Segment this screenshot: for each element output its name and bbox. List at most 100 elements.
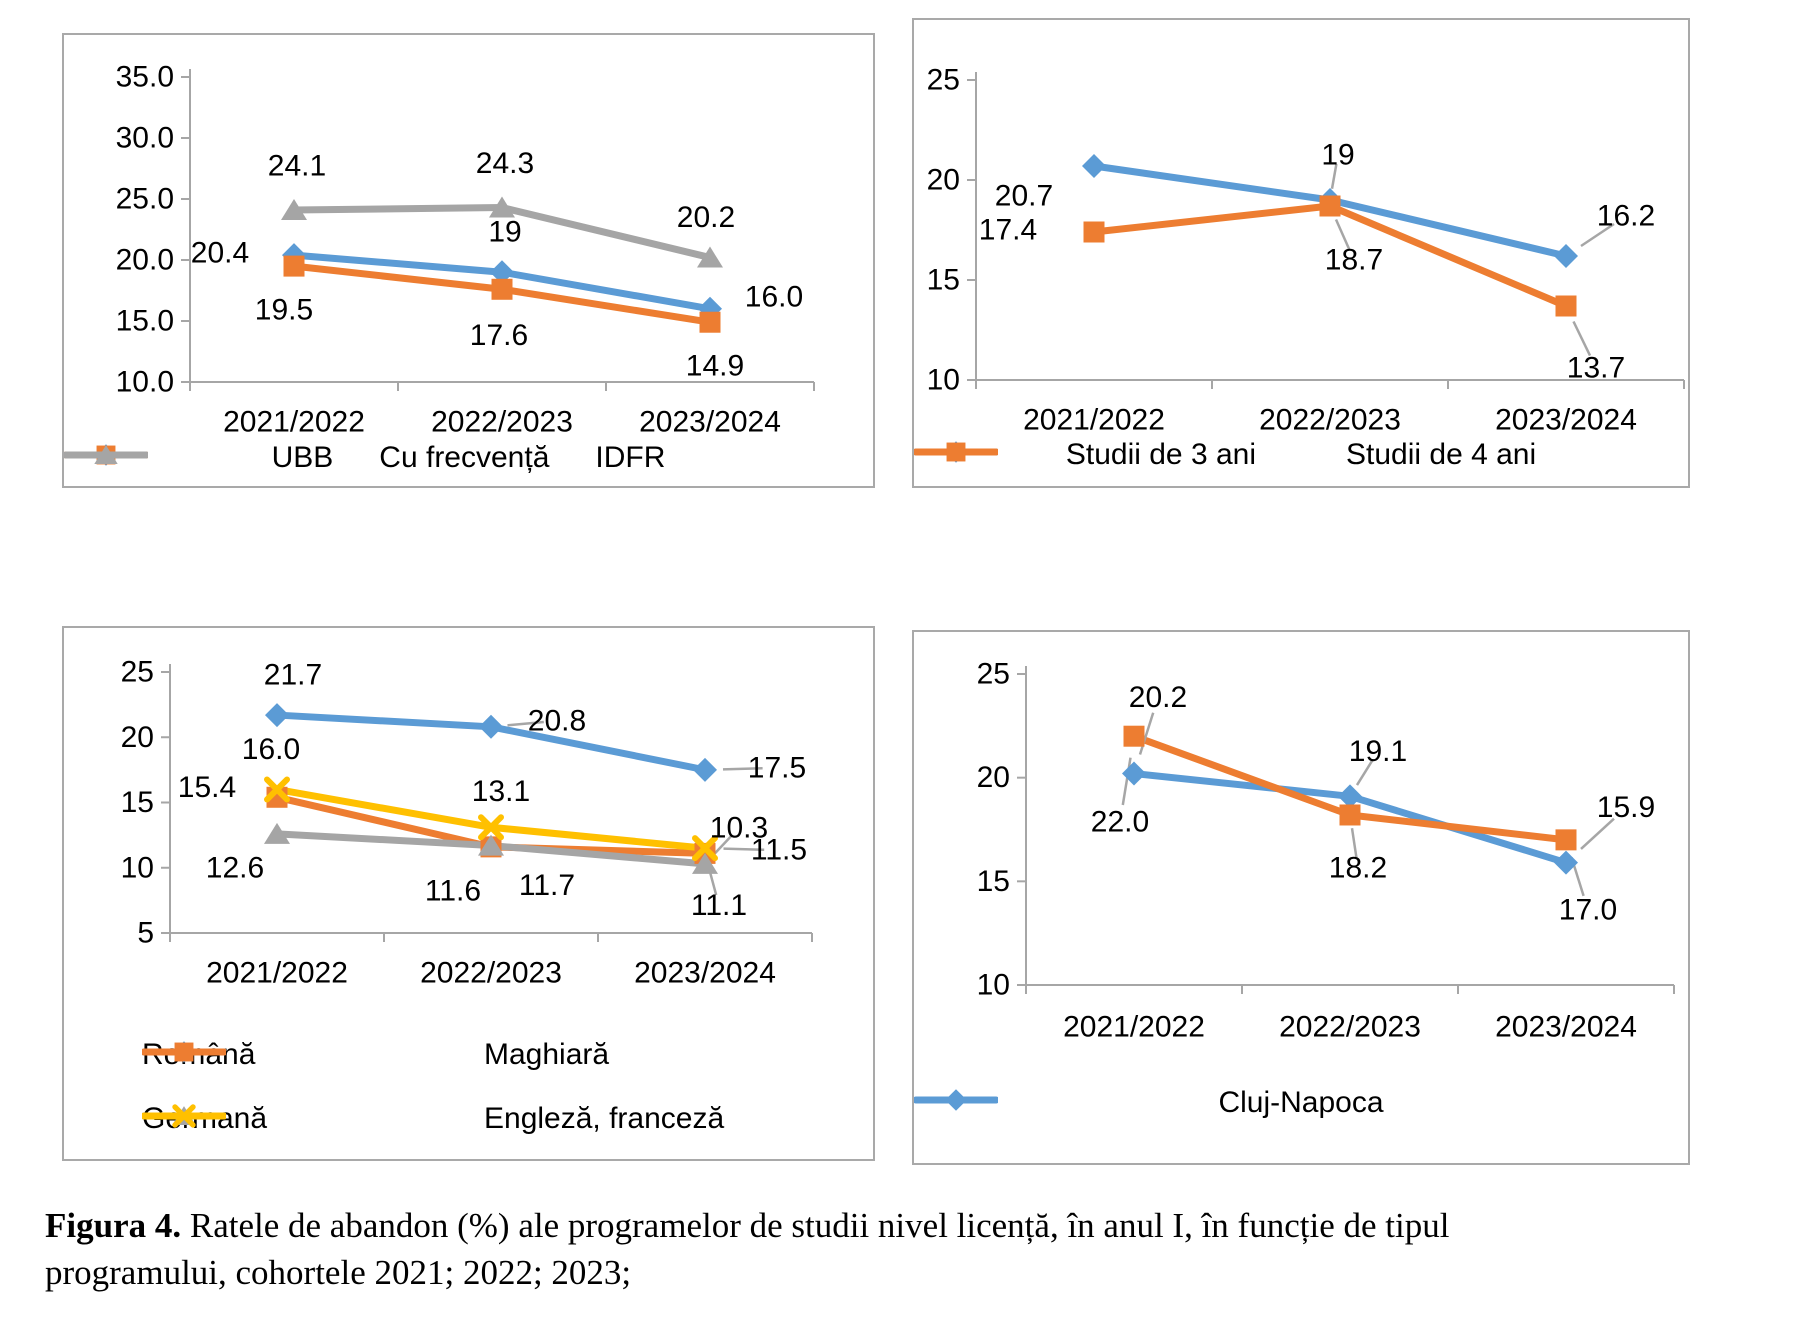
x-axis-category-label: 2023/2024 [1495, 1011, 1637, 1044]
legend-item-idfr: IDFR [64, 441, 665, 475]
data-label-german: 10.3 [710, 811, 768, 844]
legend-square-icon [142, 1042, 226, 1062]
diamond-data-point-marker [1554, 850, 1578, 875]
square-data-point-marker [1319, 195, 1341, 217]
y-axis-tick-label: 20 [977, 761, 1010, 794]
x-data-point-marker [264, 776, 290, 803]
legend-diamond-icon [914, 1089, 998, 1111]
legend-item-studii-de-3-ani: Studii de 3 ani [914, 438, 1256, 472]
legend-label: Cu frecvență [379, 441, 550, 474]
square-data-point-marker [1555, 295, 1577, 317]
data-label-studii-de-3-ani: 19 [1321, 139, 1354, 172]
data-label-studii-de-3-ani: 16.2 [1597, 200, 1655, 233]
legend-item-maghiar: Maghiară [142, 1038, 609, 1072]
x-axis-category-label: 2022/2023 [1279, 1011, 1421, 1044]
y-axis-tick-label: 10 [121, 851, 154, 884]
diamond-data-point-marker [479, 714, 503, 739]
diamond-data-point-marker [1338, 784, 1362, 809]
data-label-cu-frecven: 14.9 [686, 350, 744, 383]
triangle-data-point-marker [281, 198, 307, 220]
caption-line-2: programului, cohortele 2021; 2022; 2023; [45, 1253, 632, 1292]
legend-label: Engleză, franceză [484, 1102, 725, 1135]
legend-label: Studii de 4 ani [1346, 438, 1537, 471]
diamond-data-point-marker [265, 703, 289, 728]
y-axis-tick-label: 35.0 [116, 61, 174, 94]
legend-square-marker [946, 442, 966, 462]
legend-item-studii-de-4-ani: Studii de 4 ani [914, 438, 1537, 472]
chart-canvas-abandon-ubb-frecventa-idfr: 35.0 30.0 25.0 20.0 15.0 10.0 2021/2022 2022/20… [116, 61, 815, 439]
data-label-cluj-napoca: 19.1 [1349, 735, 1407, 768]
chart-legend-row-2: GermanăEngleză, franceză [142, 1102, 724, 1136]
x-axis-category-label: 2023/2024 [634, 957, 776, 990]
diamond-data-point-marker [693, 757, 717, 782]
triangle-data-point-marker [692, 852, 718, 874]
y-axis-tick-label: 25 [121, 656, 154, 689]
data-label-idfr: 20.2 [677, 201, 735, 234]
chart-canvas-abandon-cluj-napoca: 25 20 15 10 2021/2022 2022/2023 2023/2024 20.2 1… [977, 658, 1675, 1044]
legend-label: Cluj-Napoca [1218, 1086, 1384, 1119]
data-label-orange: 18.2 [1329, 851, 1387, 884]
square-data-point-marker [1083, 221, 1105, 243]
data-label-ubb: 20.4 [191, 237, 249, 270]
chart-legend: Studii de 3 ani Studii de 4 ani [914, 438, 1688, 472]
data-label-idfr: 24.3 [476, 147, 534, 180]
x-axis-category-label: 2021/2022 [223, 406, 365, 439]
data-label-cu-frecven: 19.5 [255, 294, 313, 327]
square-data-point-marker [699, 311, 721, 333]
data-label-german: 12.6 [206, 851, 264, 884]
x-axis-category-label: 2022/2023 [431, 406, 573, 439]
chart-panel-abandon-limba-predare: 25 20 15 10 5 2021/2022 2022/2023 2023/2024 21.7… [62, 626, 875, 1161]
diamond-data-point-marker [1082, 154, 1106, 178]
legend-item-cluj-napoca: Cluj-Napoca [914, 1086, 1384, 1120]
y-axis-tick-label: 20 [121, 721, 154, 754]
data-label-englez-francez: 16.0 [242, 733, 300, 766]
data-label-maghiar: 11.1 [691, 889, 747, 922]
legend-item-englez-francez: Engleză, franceză [142, 1102, 725, 1136]
y-axis-tick-label: 15 [977, 865, 1010, 898]
x-axis-category-label: 2023/2024 [1495, 404, 1637, 437]
data-label-englez-francez: 13.1 [472, 775, 530, 808]
legend-item-cu-frecven: Cu frecvență [64, 441, 550, 475]
y-axis-tick-label: 25 [977, 658, 1010, 691]
data-label-idfr: 24.1 [268, 149, 326, 182]
x-data-point-marker [692, 835, 718, 862]
y-axis-tick-label: 10.0 [116, 366, 174, 399]
data-label-orange: 17.0 [1559, 893, 1617, 926]
x-data-point-marker [478, 814, 504, 841]
x-axis-category-label: 2022/2023 [420, 957, 562, 990]
square-data-point-marker [1555, 829, 1577, 851]
data-label-cluj-napoca: 15.9 [1597, 791, 1655, 824]
square-data-point-marker [491, 278, 513, 300]
caption-figure-number: Figura 4. [45, 1206, 182, 1245]
x-axis-category-label: 2021/2022 [1063, 1011, 1205, 1044]
y-axis-tick-label: 25 [927, 64, 960, 97]
data-label-rom-n: 17.5 [748, 751, 806, 784]
square-data-point-marker [1123, 725, 1145, 747]
chart-canvas-abandon-limba-predare: 25 20 15 10 5 2021/2022 2022/2023 2023/2024 21.7… [121, 656, 813, 990]
triangle-data-point-marker [489, 196, 515, 218]
data-label-cu-frecven: 17.6 [470, 319, 528, 352]
triangle-data-point-marker [697, 246, 723, 268]
x-axis-category-label: 2021/2022 [206, 957, 348, 990]
data-label-ubb: 19 [488, 216, 521, 249]
y-axis-tick-label: 20.0 [116, 244, 174, 277]
data-label-rom-n: 20.8 [528, 704, 586, 737]
triangle-data-point-marker [264, 822, 290, 844]
chart-panel-abandon-ubb-frecventa-idfr: 35.0 30.0 25.0 20.0 15.0 10.0 2021/2022 2022/20… [62, 33, 875, 488]
legend-label: UBB [271, 441, 334, 474]
legend-item-ubb: UBB [64, 441, 334, 475]
figure-caption: Figura 4. Ratele de abandon (%) ale prog… [45, 1202, 1745, 1296]
data-label-studii-de-3-ani: 20.7 [995, 180, 1053, 213]
data-label-maghiar: 15.4 [178, 771, 236, 804]
data-label-orange: 22.0 [1091, 806, 1149, 839]
y-axis-tick-label: 25.0 [116, 183, 174, 216]
legend-square-icon [914, 442, 998, 462]
y-axis-tick-label: 15 [121, 786, 154, 819]
data-label-studii-de-4-ani: 17.4 [979, 214, 1037, 247]
y-axis-tick-label: 10 [927, 364, 960, 397]
y-axis-tick-label: 20 [927, 164, 960, 197]
data-label-ubb: 16.0 [745, 280, 803, 313]
y-axis-tick-label: 5 [137, 917, 154, 950]
